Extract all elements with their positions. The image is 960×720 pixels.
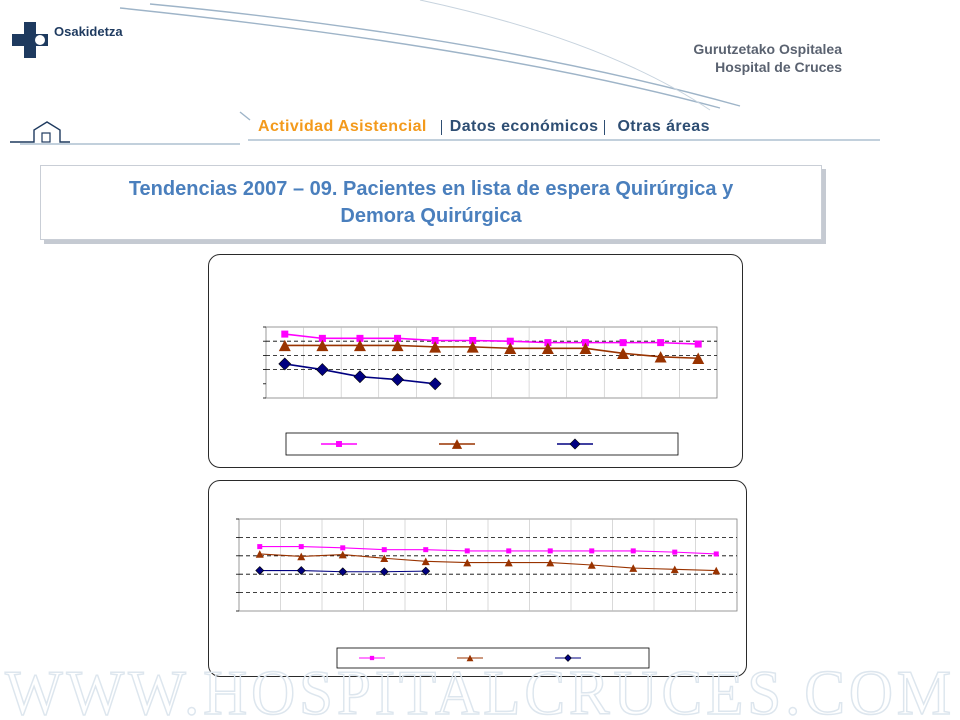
website-watermark: WWW.HOSPITALCRUCES.COM — [4, 656, 955, 720]
data-point-2008 — [278, 339, 291, 352]
data-point-2009 — [296, 566, 306, 575]
nav-separator — [604, 119, 606, 135]
data-point-2008 — [629, 564, 638, 572]
data-point-2007 — [298, 544, 304, 550]
data-point-2007 — [506, 337, 514, 345]
waiting-list-chart — [208, 254, 743, 468]
data-point-2007 — [672, 549, 678, 555]
header-swoosh-decoration — [20, 0, 880, 145]
data-point-2008 — [504, 558, 513, 567]
data-point-2007 — [257, 544, 263, 550]
data-point-2008 — [466, 341, 479, 353]
data-point-2008 — [587, 561, 596, 569]
legend-marker-2008 — [451, 439, 463, 449]
data-point-2007 — [431, 336, 439, 344]
data-point-2008 — [391, 339, 404, 352]
data-point-2008 — [504, 342, 517, 354]
data-point-2008 — [463, 558, 472, 567]
data-point-2007 — [506, 548, 512, 554]
data-point-2008 — [692, 352, 705, 364]
series-line-2007 — [259, 546, 717, 555]
data-point-2008 — [541, 342, 554, 354]
hospital-name-basque: Gurutzetako Ospitalea — [693, 41, 842, 57]
chart-legend — [336, 647, 650, 669]
data-point-2007 — [340, 545, 346, 551]
nav-separator — [440, 119, 442, 135]
legend-marker-2008 — [466, 654, 474, 662]
data-point-2007 — [619, 339, 627, 347]
page-title: Tendencias 2007 – 09. Pacientes en lista… — [41, 176, 821, 230]
data-point-2009 — [353, 370, 367, 384]
tab-otras-areas[interactable]: Otras áreas — [617, 118, 710, 135]
page-title-line2: Demora Quirúrgica — [340, 205, 522, 227]
data-point-2008 — [617, 347, 630, 359]
legend-marker-2007 — [369, 655, 375, 661]
data-point-2007 — [713, 551, 719, 557]
tab-actividad-asistencial[interactable]: Actividad Asistencial — [258, 118, 427, 135]
hospital-name-spanish: Hospital de Cruces — [715, 59, 842, 75]
data-point-2007 — [630, 548, 636, 554]
surgical-delay-chart — [208, 480, 747, 677]
data-point-2007 — [657, 339, 665, 347]
data-point-2009 — [338, 567, 348, 577]
title-box: Tendencias 2007 – 09. Pacientes en lista… — [40, 165, 822, 240]
data-point-2009 — [255, 566, 265, 575]
data-point-2009 — [379, 567, 389, 577]
data-point-2007 — [381, 547, 387, 553]
data-point-2007 — [318, 334, 326, 342]
data-point-2007 — [547, 548, 553, 554]
data-point-2008 — [380, 554, 389, 563]
data-point-2008 — [316, 339, 329, 352]
data-point-2008 — [353, 339, 366, 352]
data-point-2008 — [670, 565, 679, 574]
data-point-2009 — [391, 373, 404, 386]
data-point-2008 — [712, 566, 721, 575]
data-point-2007 — [469, 336, 477, 344]
data-point-2007 — [281, 330, 289, 338]
waiting-list-chart-svg — [263, 326, 718, 456]
surgical-delay-chart-svg — [236, 518, 738, 669]
series-2009 — [278, 357, 442, 391]
data-point-2008 — [421, 557, 430, 566]
series-line-2008 — [284, 344, 699, 360]
data-point-2008 — [546, 558, 555, 567]
data-point-2007 — [464, 548, 470, 554]
data-point-2008 — [654, 351, 667, 363]
data-point-2009 — [315, 363, 329, 377]
logo-text: Osakidetza — [54, 24, 123, 39]
tab-datos-economicos[interactable]: Datos económicos — [449, 118, 599, 135]
home-icon[interactable] — [10, 118, 70, 148]
series-line-2008 — [259, 553, 717, 572]
data-point-2007 — [394, 334, 402, 342]
data-point-2009 — [428, 377, 442, 391]
legend-marker-2009 — [569, 438, 581, 450]
hospital-name: Gurutzetako Ospitalea Hospital de Cruces — [693, 40, 842, 76]
data-point-2008 — [255, 550, 264, 558]
data-point-2008 — [429, 341, 442, 353]
data-point-2007 — [423, 547, 429, 553]
legend-marker-2007 — [336, 441, 342, 447]
series-2007 — [257, 544, 719, 557]
osakidetza-logo-icon — [12, 22, 48, 58]
watermark-text: WWW.HOSPITALCRUCES.COM — [5, 657, 955, 720]
data-point-2007 — [694, 340, 702, 348]
data-point-2007 — [589, 548, 595, 554]
data-point-2008 — [338, 550, 347, 559]
series-line-2007 — [284, 333, 699, 345]
data-point-2009 — [278, 357, 292, 371]
data-point-2009 — [421, 566, 431, 576]
chart-legend — [285, 432, 679, 456]
page-title-line1: Tendencias 2007 – 09. Pacientes en lista… — [128, 178, 734, 200]
series-2008 — [278, 339, 705, 364]
series-2008 — [255, 550, 721, 575]
data-point-2008 — [579, 342, 592, 354]
data-point-2007 — [356, 334, 364, 342]
data-point-2008 — [297, 552, 306, 561]
legend-marker-2009 — [564, 654, 572, 662]
nav-tabs: Actividad Asistencial Datos económicos O… — [258, 117, 710, 137]
series-2009 — [255, 566, 431, 577]
